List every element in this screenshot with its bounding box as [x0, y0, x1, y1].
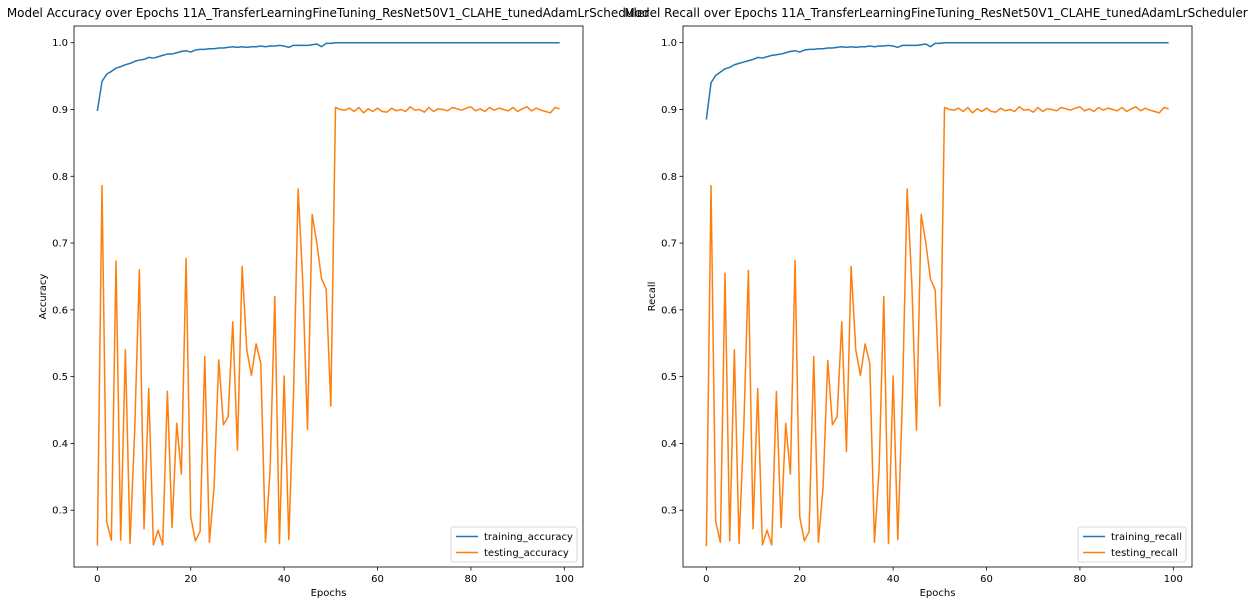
y-tick-label: 0.5 — [52, 372, 68, 383]
y-tick-label: 0.6 — [52, 305, 68, 316]
accuracy-chart: Model Accuracy over Epochs 11A_TransferL… — [7, 6, 649, 599]
y-tick-label: 0.5 — [661, 372, 677, 383]
series-line-testing_recall — [705, 106, 1169, 547]
series-line-testing_accuracy — [96, 106, 560, 546]
y-axis-label: Recall — [647, 282, 658, 312]
y-tick-label: 0.7 — [52, 239, 68, 250]
x-tick-label: 0 — [703, 574, 709, 585]
x-tick-label: 40 — [887, 574, 900, 585]
y-tick-label: 0.6 — [661, 305, 677, 316]
legend-frame — [450, 526, 578, 563]
plot-area-frame — [682, 25, 1193, 568]
x-tick-label: 20 — [793, 574, 806, 585]
legend-label-testing: testing_accuracy — [484, 548, 569, 559]
x-tick-label: 80 — [465, 574, 478, 585]
x-tick-label: 100 — [555, 574, 574, 585]
y-tick-label: 0.4 — [661, 439, 677, 450]
plot-area-frame — [73, 25, 584, 568]
x-axis-label: Epochs — [311, 588, 347, 599]
y-tick-label: 0.9 — [52, 105, 68, 116]
y-tick-label: 1.0 — [661, 38, 677, 49]
plot-lines — [96, 41, 560, 546]
x-tick-label: 100 — [1164, 574, 1183, 585]
legend: training_recall testing_recall — [1077, 526, 1187, 563]
y-tick-label: 0.4 — [52, 439, 68, 450]
y-tick-label: 0.9 — [661, 105, 677, 116]
x-tick-label: 0 — [94, 574, 100, 585]
series-line-training_accuracy — [96, 41, 560, 111]
legend-label-training: training_recall — [1111, 532, 1182, 543]
y-axis-label: Accuracy — [38, 274, 49, 320]
x-tick-label: 60 — [980, 574, 993, 585]
legend-label-training: training_accuracy — [484, 532, 573, 543]
x-tick-label: 20 — [184, 574, 197, 585]
x-axis-ticks: 0 20 40 60 80 100 — [703, 567, 1183, 585]
y-tick-label: 1.0 — [52, 38, 68, 49]
y-tick-label: 0.8 — [661, 172, 677, 183]
y-tick-label: 0.7 — [661, 239, 677, 250]
x-tick-label: 40 — [278, 574, 291, 585]
x-tick-label: 80 — [1074, 574, 1087, 585]
y-tick-label: 0.3 — [52, 506, 68, 517]
chart-title: Model Recall over Epochs 11A_TransferLea… — [624, 6, 1247, 20]
y-axis-ticks: 0.3 0.4 0.5 0.6 0.7 0.8 0.9 1.0 — [52, 38, 74, 517]
legend-label-testing: testing_recall — [1111, 548, 1178, 559]
recall-chart: Model Recall over Epochs 11A_TransferLea… — [624, 6, 1247, 599]
x-tick-label: 60 — [371, 574, 384, 585]
x-axis-label: Epochs — [920, 588, 956, 599]
legend: training_accuracy testing_accuracy — [450, 526, 578, 563]
x-axis-ticks: 0 20 40 60 80 100 — [94, 567, 574, 585]
chart-title: Model Accuracy over Epochs 11A_TransferL… — [7, 6, 649, 20]
plot-lines — [705, 41, 1169, 547]
y-tick-label: 0.8 — [52, 172, 68, 183]
y-axis-ticks: 0.3 0.4 0.5 0.6 0.7 0.8 0.9 1.0 — [661, 38, 683, 517]
series-line-training_recall — [705, 41, 1169, 120]
y-tick-label: 0.3 — [661, 506, 677, 517]
